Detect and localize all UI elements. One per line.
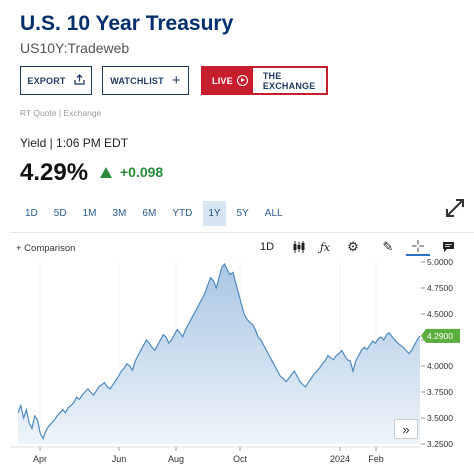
- range-tab-1y[interactable]: 1Y: [203, 201, 226, 226]
- y-tick-label: 4.0000: [427, 361, 453, 371]
- range-selector: 1D 5D 1M 3M 6M YTD 1Y 5Y ALL: [20, 201, 294, 226]
- export-button[interactable]: EXPORT: [20, 66, 92, 95]
- share-icon: [73, 73, 85, 88]
- live-exchange-button[interactable]: LIVE THE EXCHANGE: [201, 66, 328, 95]
- y-tick-label: 4.7500: [427, 283, 453, 293]
- range-tab-1m[interactable]: 1M: [82, 208, 97, 219]
- gear-icon[interactable]: ⚙: [347, 239, 359, 254]
- last-value-label: 4.2900: [427, 331, 453, 341]
- price-change: +0.098: [100, 164, 163, 180]
- plus-icon: +: [171, 72, 181, 89]
- last-price: 4.29%: [20, 159, 89, 186]
- y-tick-label: 4.5000: [427, 309, 453, 319]
- y-tick-label: 3.7500: [427, 387, 453, 397]
- interval-button[interactable]: 1D: [259, 241, 275, 253]
- candlestick-icon[interactable]: [290, 238, 308, 256]
- double-chevron-right-icon: »: [402, 421, 410, 437]
- play-icon: [236, 75, 248, 86]
- range-tab-5y[interactable]: 5Y: [236, 208, 249, 219]
- watchlist-label: WATCHLIST: [110, 75, 164, 86]
- x-tick-label: 2024: [330, 454, 350, 464]
- y-tick-label: 5.0000: [427, 257, 453, 267]
- range-tab-all[interactable]: ALL: [264, 208, 283, 219]
- last-value-tag: [421, 328, 460, 343]
- x-tick-label: Oct: [233, 454, 248, 464]
- page-title: U.S. 10 Year Treasury: [20, 12, 234, 35]
- range-tab-5d[interactable]: 5D: [53, 208, 67, 219]
- crosshair-icon[interactable]: [406, 238, 430, 256]
- x-tick-label: Aug: [168, 454, 184, 464]
- symbol-label: US10Y:Tradeweb: [20, 40, 130, 56]
- y-tick-label: 3.5000: [427, 413, 453, 423]
- pencil-icon[interactable]: ✎: [382, 239, 394, 254]
- up-arrow-icon: [100, 166, 112, 178]
- yield-line: [17, 263, 421, 441]
- y-tick-label: 3.2500: [427, 439, 453, 449]
- live-tag: LIVE: [203, 68, 253, 93]
- range-tab-3m[interactable]: 3M: [112, 208, 127, 219]
- comment-icon[interactable]: [440, 238, 456, 256]
- range-tab-6m[interactable]: 6M: [142, 208, 157, 219]
- watchlist-button[interactable]: WATCHLIST +: [102, 66, 189, 95]
- range-tab-1d[interactable]: 1D: [25, 208, 38, 219]
- live-label: LIVE: [212, 75, 233, 86]
- x-tick-label: Feb: [368, 454, 384, 464]
- yield-area: [18, 264, 420, 444]
- x-tick-label: Jun: [112, 454, 127, 464]
- range-tab-ytd[interactable]: YTD: [172, 208, 193, 219]
- expand-icon[interactable]: [444, 197, 466, 219]
- quote-source: RT Quote | Exchange: [20, 108, 102, 118]
- chart-panel: [10, 232, 474, 471]
- exchange-label: THE EXCHANGE: [262, 70, 316, 91]
- scroll-right-button[interactable]: »: [394, 419, 418, 439]
- comparison-button[interactable]: + Comparison: [16, 243, 76, 254]
- change-value: +0.098: [120, 164, 164, 180]
- yield-timestamp: Yield | 1:06 PM EDT: [20, 136, 129, 150]
- export-label: EXPORT: [27, 75, 66, 86]
- function-icon[interactable]: ƒx: [319, 240, 331, 254]
- x-tick-label: Apr: [33, 454, 47, 464]
